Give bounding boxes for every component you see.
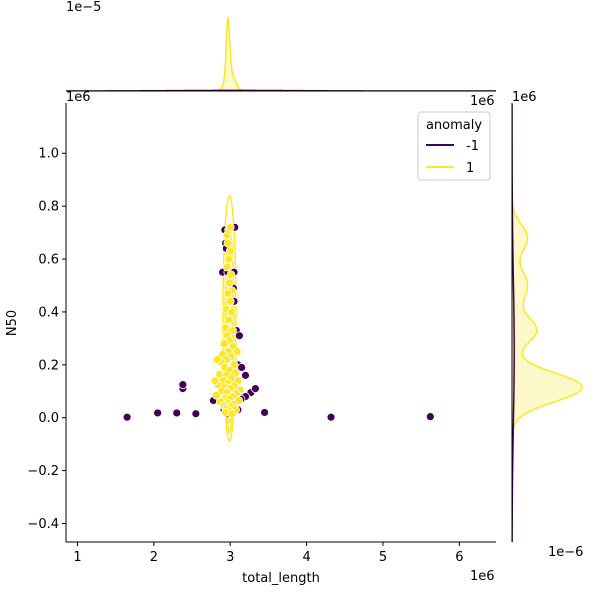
legend: anomaly -1 1 [417,111,491,181]
y-tick-label: 1.0 [38,147,59,162]
x-offset-label: 1e6 [470,569,495,584]
scatter-point-anomaly-minus1 [260,408,269,417]
x-tick-label: 1 [73,550,81,565]
top-density-fill-anomaly-1 [66,18,496,91]
scatter-point-anomaly-1 [225,278,234,288]
x-tick-label: 6 [455,550,463,565]
scatter-point-anomaly-1 [227,307,237,317]
x-tick-label: 5 [379,550,387,565]
y-axis-ticks: −0.4 −0.2 0.0 0.2 0.4 0.6 0.8 1.0 [27,147,66,532]
scatter-point-anomaly-1 [225,222,235,232]
y-tick-label: 0.8 [38,200,59,215]
x-tick-label: 3 [226,550,234,565]
scatter-point-anomaly-1 [223,289,233,298]
x-axis-ticks: 1 2 3 4 5 6 [73,542,463,565]
right-top-offset-label: 1e6 [512,90,537,105]
scatter-point-anomaly-1 [225,246,235,256]
scatter-point-anomaly-minus1 [172,408,182,418]
scatter-point-anomaly-1 [224,254,234,264]
scatter-point-anomaly-1 [223,238,233,248]
top-offset-label: 1e−5 [66,0,101,15]
scatter-point-anomaly-minus1 [178,380,188,390]
scatter-point-anomaly-1 [226,270,236,280]
top-marginal-density: 1e−5 [66,0,496,92]
scatter-point-anomaly-minus1 [326,412,336,422]
y-axis-label: N50 [5,310,20,336]
scatter-point-anomaly-1 [224,315,234,325]
scatter-point-anomaly-minus1 [425,412,435,422]
legend-label-1: 1 [466,161,474,176]
main-axes: 1 2 3 4 5 6 −0.4 −0.2 0.0 0.2 0.4 0.6 0.8 1.0 1e6 1e… [5,90,496,586]
kde-contour-outer [222,194,237,443]
scatter-point-anomaly-1 [222,262,232,272]
scatter-point-anomaly-1 [232,347,242,356]
scatter-point-anomaly-1 [212,355,222,364]
scatter-point-anomaly-1 [212,390,221,400]
x-tick-label: 2 [150,550,158,565]
right-density-fill-anomaly-1 [512,103,582,542]
y-tick-label: −0.4 [27,517,59,532]
scatter-point-anomaly-minus1 [234,331,244,341]
scatter-point-anomaly-minus1 [241,370,250,380]
y-tick-label: 0.6 [38,253,59,268]
scatter-point-anomaly-1 [227,409,237,419]
scatter-point-anomaly-1 [225,296,235,306]
x-axis-label: total_length [242,571,320,586]
top-density-line-anomaly-1 [66,15,496,91]
legend-label-minus1: -1 [466,139,479,154]
x-offset-label-top: 1e6 [470,94,495,109]
scatter-point-anomaly-1 [219,339,229,349]
scatter-point-anomaly-minus1 [153,408,163,418]
right-marginal-density: 1e6 1e−6 [511,90,583,560]
y-offset-label: 1e6 [66,90,91,105]
y-tick-label: −0.2 [27,464,59,479]
y-tick-label: 0.4 [38,305,59,320]
scatter-point-anomaly-minus1 [251,384,260,394]
scatter-point-anomaly-minus1 [191,409,201,419]
y-tick-label: 0.0 [38,411,59,426]
legend-title: anomaly [426,118,482,133]
scatter-point-anomaly-1 [210,376,220,386]
y-tick-label: 0.2 [38,358,59,373]
x-tick-label: 4 [302,550,310,565]
scatter-points [122,222,435,422]
right-density-line-anomaly-1 [512,104,583,542]
scatter-point-anomaly-minus1 [237,363,247,372]
scatter-point-anomaly-minus1 [122,412,132,422]
scatter-point-anomaly-1 [228,326,237,335]
right-offset-label: 1e−6 [548,545,583,560]
